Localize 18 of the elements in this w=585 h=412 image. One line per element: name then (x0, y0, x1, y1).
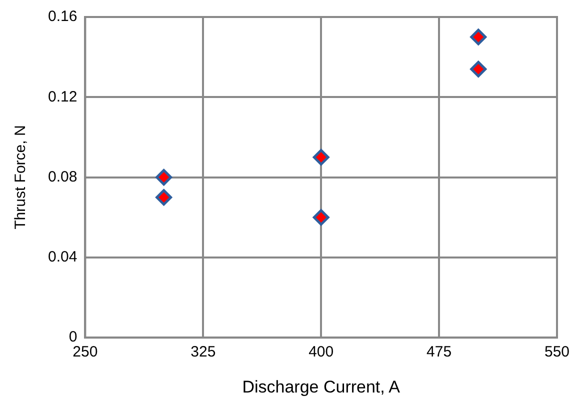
y-axis-title: Thrust Force, N (12, 125, 30, 230)
x-tick-label: 250 (72, 344, 98, 361)
point (470, 28, 487, 46)
point (312, 209, 330, 226)
x-tick-label: 475 (426, 344, 452, 361)
y-tick-label: 0 (68, 328, 78, 346)
x-tick-label: 400 (308, 344, 334, 361)
x-axis-title: Discharge Current, A (242, 377, 401, 396)
y-tick-label: 0.16 (48, 8, 78, 26)
point (156, 169, 172, 186)
y-tick-label: 0.08 (48, 168, 78, 186)
point (156, 189, 172, 206)
point (470, 60, 487, 78)
y-tick-label: 0.12 (48, 88, 78, 106)
x-tick-label: 550 (544, 344, 570, 361)
x-tick-label: 325 (190, 344, 216, 361)
point (312, 149, 330, 166)
y-tick-label: 0.04 (48, 248, 78, 266)
